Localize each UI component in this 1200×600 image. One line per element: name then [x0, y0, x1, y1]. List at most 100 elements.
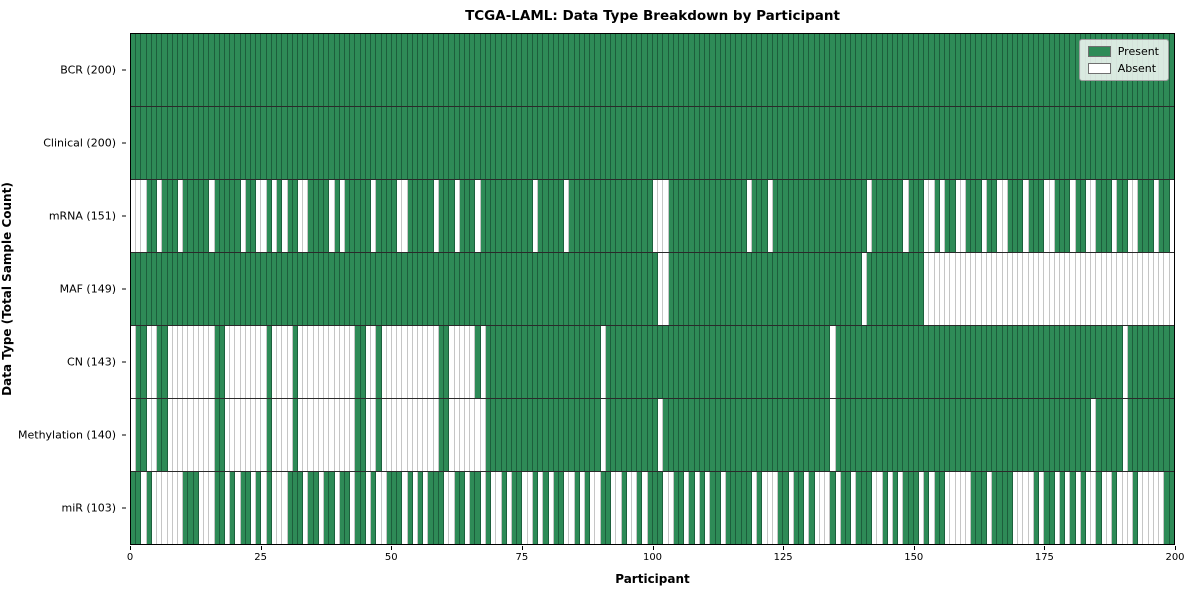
- heatmap-cell: [344, 107, 351, 179]
- heatmap-cell: [861, 107, 867, 179]
- heatmap-cell: [418, 180, 424, 252]
- heatmap-cell: [522, 399, 528, 471]
- heatmap-cell: [945, 399, 951, 471]
- heatmap-cell: [752, 107, 758, 179]
- heatmap-cell: [1007, 472, 1013, 544]
- heatmap-cell: [736, 399, 742, 471]
- heatmap-cell: [913, 34, 920, 106]
- heatmap-cell: [245, 180, 252, 252]
- heatmap-cell: [658, 399, 664, 471]
- heatmap-cell: [971, 107, 977, 179]
- heatmap-cell: [997, 180, 1003, 252]
- heatmap-cell: [658, 326, 664, 398]
- heatmap-cell: [699, 180, 706, 252]
- heatmap-cell: [934, 107, 940, 179]
- heatmap-cell: [287, 253, 293, 325]
- heatmap-cell: [903, 34, 909, 106]
- heatmap-cell: [945, 326, 951, 398]
- heatmap-cell: [668, 180, 674, 252]
- heatmap-cell: [971, 399, 977, 471]
- heatmap-cell: [720, 399, 726, 471]
- heatmap-cell: [637, 253, 643, 325]
- heatmap-cell: [986, 107, 993, 179]
- heatmap-cell: [308, 399, 314, 471]
- heatmap-cell: [329, 472, 335, 544]
- heatmap-cell: [788, 253, 794, 325]
- heatmap-cell: [950, 253, 956, 325]
- y-tick-label-BCR: BCR (200): [60, 63, 116, 77]
- heatmap-cell: [673, 107, 679, 179]
- heatmap-cell: [256, 34, 262, 106]
- heatmap-cell: [715, 253, 721, 325]
- heatmap-cell: [527, 253, 533, 325]
- heatmap-cell: [251, 326, 257, 398]
- heatmap-cell: [804, 107, 810, 179]
- heatmap-cell: [527, 399, 533, 471]
- heatmap-cell: [334, 326, 340, 398]
- heatmap-cell: [1122, 107, 1128, 179]
- heatmap-cell: [621, 34, 627, 106]
- x-tick-mark: [1044, 546, 1046, 550]
- heatmap-cell: [204, 326, 210, 398]
- heatmap-cell: [271, 326, 278, 398]
- heatmap-cell: [913, 180, 920, 252]
- heatmap-cell: [720, 326, 726, 398]
- heatmap-cell: [736, 107, 742, 179]
- heatmap-cell: [673, 34, 679, 106]
- heatmap-cell: [224, 399, 231, 471]
- heatmap-cell: [438, 253, 445, 325]
- heatmap-cell: [783, 253, 789, 325]
- heatmap-cell: [1153, 253, 1160, 325]
- x-tick-mark: [783, 546, 785, 550]
- heatmap-cell: [710, 472, 716, 544]
- heatmap-cell: [898, 399, 904, 471]
- heatmap-cell: [1159, 180, 1165, 252]
- heatmap-cell: [522, 34, 528, 106]
- heatmap-cell: [1159, 399, 1165, 471]
- heatmap-cell: [825, 399, 831, 471]
- heatmap-cell: [261, 253, 267, 325]
- heatmap-cell: [710, 253, 716, 325]
- heatmap-cell: [819, 399, 826, 471]
- heatmap-cell: [303, 326, 309, 398]
- heatmap-cell: [1018, 472, 1024, 544]
- heatmap-cell: [308, 472, 314, 544]
- heatmap-cell: [757, 472, 763, 544]
- heatmap-cell: [955, 180, 961, 252]
- heatmap-cell: [1169, 253, 1174, 325]
- heatmap-cell: [595, 107, 601, 179]
- heatmap-cell: [960, 326, 966, 398]
- heatmap-cell: [752, 34, 758, 106]
- heatmap-cell: [731, 253, 737, 325]
- heatmap-cell: [819, 180, 826, 252]
- heatmap-cell: [1101, 107, 1107, 179]
- heatmap-cell: [454, 180, 460, 252]
- heatmap-cell: [939, 399, 946, 471]
- heatmap-cell: [684, 34, 690, 106]
- heatmap-cell: [903, 399, 909, 471]
- heatmap-cell: [397, 326, 403, 398]
- heatmap-cell: [412, 326, 419, 398]
- heatmap-cell: [235, 326, 241, 398]
- heatmap-cell: [1086, 472, 1092, 544]
- heatmap-cell: [882, 180, 888, 252]
- heatmap-cell: [1007, 399, 1013, 471]
- heatmap-cell: [407, 180, 413, 252]
- heatmap-cell: [616, 34, 622, 106]
- heatmap-cell: [298, 107, 304, 179]
- heatmap-cell: [1133, 472, 1139, 544]
- heatmap-cell: [752, 326, 758, 398]
- heatmap-cell: [621, 253, 627, 325]
- heatmap-cell: [976, 253, 982, 325]
- heatmap-cell: [553, 180, 559, 252]
- heatmap-cell: [350, 180, 356, 252]
- heatmap-cell: [141, 472, 147, 544]
- heatmap-cell: [600, 399, 606, 471]
- x-tick-label: 150: [904, 552, 924, 563]
- heatmap-cell: [162, 326, 168, 398]
- heatmap-cell: [538, 399, 544, 471]
- heatmap-cell: [491, 180, 497, 252]
- heatmap-cell: [287, 34, 293, 106]
- heatmap-cell: [689, 253, 695, 325]
- heatmap-cell: [642, 34, 648, 106]
